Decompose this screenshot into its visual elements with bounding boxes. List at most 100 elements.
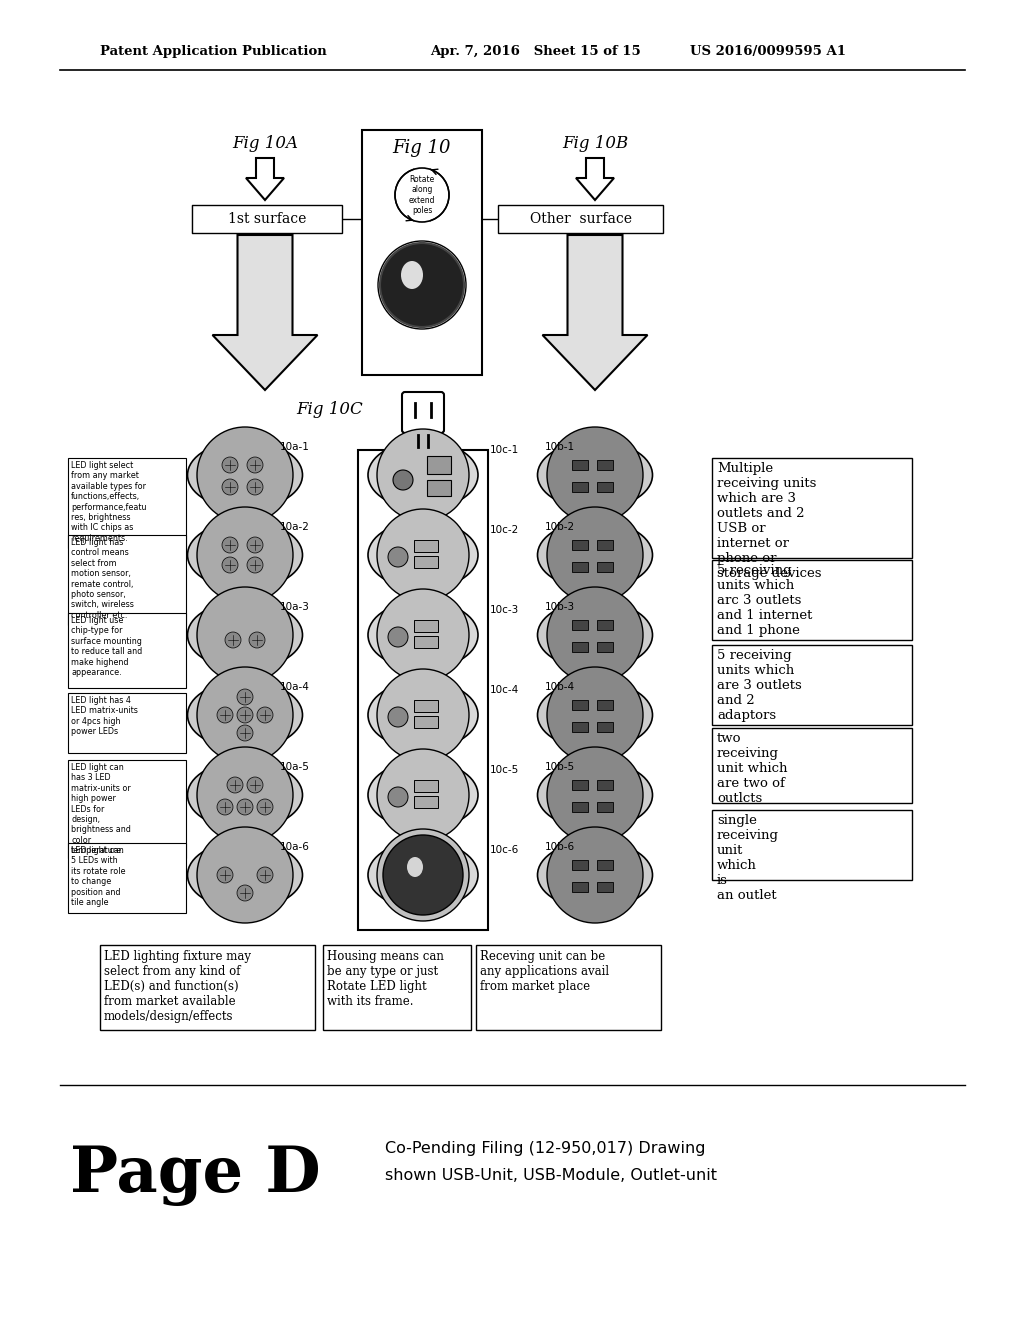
FancyBboxPatch shape [572, 562, 588, 572]
FancyBboxPatch shape [414, 636, 438, 648]
Text: 10c-6: 10c-6 [490, 845, 519, 855]
Circle shape [217, 799, 233, 814]
FancyBboxPatch shape [414, 620, 438, 632]
Text: 10b-1: 10b-1 [545, 442, 575, 451]
Circle shape [388, 708, 408, 727]
Circle shape [547, 587, 643, 682]
Circle shape [197, 828, 293, 923]
FancyBboxPatch shape [712, 810, 912, 880]
Circle shape [197, 667, 293, 763]
Circle shape [225, 632, 241, 648]
FancyBboxPatch shape [362, 129, 482, 375]
FancyBboxPatch shape [68, 535, 186, 624]
Text: Receving unit can be
any applications avail
from market place: Receving unit can be any applications av… [480, 950, 609, 993]
Text: 10b-3: 10b-3 [545, 602, 575, 612]
Circle shape [547, 828, 643, 923]
Polygon shape [246, 158, 284, 201]
FancyBboxPatch shape [100, 945, 315, 1030]
Text: US 2016/0099595 A1: US 2016/0099595 A1 [690, 45, 846, 58]
Ellipse shape [368, 681, 478, 748]
Circle shape [393, 470, 413, 490]
Text: 10c-5: 10c-5 [490, 766, 519, 775]
Text: 10b-5: 10b-5 [545, 762, 575, 772]
FancyBboxPatch shape [358, 450, 488, 931]
Text: Apr. 7, 2016   Sheet 15 of 15: Apr. 7, 2016 Sheet 15 of 15 [430, 45, 641, 58]
FancyBboxPatch shape [712, 560, 912, 640]
Text: 5 receiving
units which
arc 3 outlets
and 1 internet
and 1 phone: 5 receiving units which arc 3 outlets an… [717, 564, 812, 638]
FancyBboxPatch shape [572, 803, 588, 812]
Circle shape [388, 546, 408, 568]
Circle shape [377, 748, 469, 841]
FancyBboxPatch shape [572, 482, 588, 492]
FancyBboxPatch shape [712, 729, 912, 803]
Text: 10a-4: 10a-4 [280, 682, 310, 692]
Text: 10c-1: 10c-1 [490, 445, 519, 455]
FancyBboxPatch shape [597, 861, 613, 870]
Text: 10a-3: 10a-3 [280, 602, 310, 612]
Circle shape [247, 537, 263, 553]
Ellipse shape [187, 681, 302, 748]
FancyBboxPatch shape [597, 482, 613, 492]
FancyBboxPatch shape [597, 459, 613, 470]
Ellipse shape [368, 601, 478, 669]
Text: 10b-2: 10b-2 [545, 521, 575, 532]
Text: Fig 10B: Fig 10B [562, 135, 628, 152]
FancyBboxPatch shape [427, 480, 451, 496]
FancyBboxPatch shape [572, 459, 588, 470]
Text: Multiple
receiving units
which are 3
outlets and 2
USB or
internet or
phone or
s: Multiple receiving units which are 3 out… [717, 462, 821, 579]
FancyBboxPatch shape [572, 540, 588, 550]
Circle shape [197, 587, 293, 682]
FancyBboxPatch shape [476, 945, 662, 1030]
Text: LED light can
has 3 LED
matrix-units or
high power
LEDs for
design,
brightness a: LED light can has 3 LED matrix-units or … [71, 763, 131, 855]
Ellipse shape [538, 762, 652, 829]
Polygon shape [543, 235, 647, 389]
Circle shape [247, 777, 263, 793]
Text: LED light use
chip-type for
surface mounting
to reduce tall and
make highend
app: LED light use chip-type for surface moun… [71, 616, 142, 677]
FancyBboxPatch shape [572, 722, 588, 733]
Polygon shape [213, 235, 317, 389]
Circle shape [547, 667, 643, 763]
FancyBboxPatch shape [597, 700, 613, 710]
Circle shape [547, 426, 643, 523]
Text: Fig 10: Fig 10 [393, 139, 452, 157]
FancyBboxPatch shape [414, 796, 438, 808]
FancyBboxPatch shape [572, 642, 588, 652]
Circle shape [388, 627, 408, 647]
Circle shape [247, 457, 263, 473]
Circle shape [383, 836, 463, 915]
FancyBboxPatch shape [414, 780, 438, 792]
FancyBboxPatch shape [68, 760, 186, 858]
Text: two
receiving
unit which
are two of
outlcts: two receiving unit which are two of outl… [717, 733, 787, 805]
FancyBboxPatch shape [414, 556, 438, 568]
Circle shape [377, 829, 469, 921]
Text: 10c-2: 10c-2 [490, 525, 519, 535]
Text: Co-Pending Filing (12-950,017) Drawing: Co-Pending Filing (12-950,017) Drawing [385, 1140, 706, 1155]
Text: single
receiving
unit
which
is
an outlet: single receiving unit which is an outlet [717, 814, 779, 902]
Text: LED light can
5 LEDs with
its rotate role
to change
position and
tile angle: LED light can 5 LEDs with its rotate rol… [71, 846, 126, 907]
Circle shape [222, 537, 238, 553]
Circle shape [247, 557, 263, 573]
Text: 10a-1: 10a-1 [280, 442, 310, 451]
FancyBboxPatch shape [572, 882, 588, 892]
Circle shape [547, 507, 643, 603]
FancyBboxPatch shape [68, 693, 186, 752]
Ellipse shape [187, 521, 302, 589]
Circle shape [237, 689, 253, 705]
FancyBboxPatch shape [572, 620, 588, 630]
Circle shape [257, 867, 273, 883]
FancyBboxPatch shape [68, 843, 186, 913]
Circle shape [257, 799, 273, 814]
Circle shape [237, 884, 253, 902]
FancyBboxPatch shape [712, 645, 912, 725]
FancyBboxPatch shape [68, 612, 186, 688]
FancyBboxPatch shape [402, 392, 444, 433]
Circle shape [237, 725, 253, 741]
Circle shape [547, 747, 643, 843]
FancyBboxPatch shape [597, 562, 613, 572]
FancyBboxPatch shape [572, 700, 588, 710]
Text: 10a-5: 10a-5 [280, 762, 310, 772]
Text: Page D: Page D [70, 1144, 321, 1205]
FancyBboxPatch shape [597, 722, 613, 733]
Circle shape [377, 589, 469, 681]
FancyBboxPatch shape [323, 945, 471, 1030]
